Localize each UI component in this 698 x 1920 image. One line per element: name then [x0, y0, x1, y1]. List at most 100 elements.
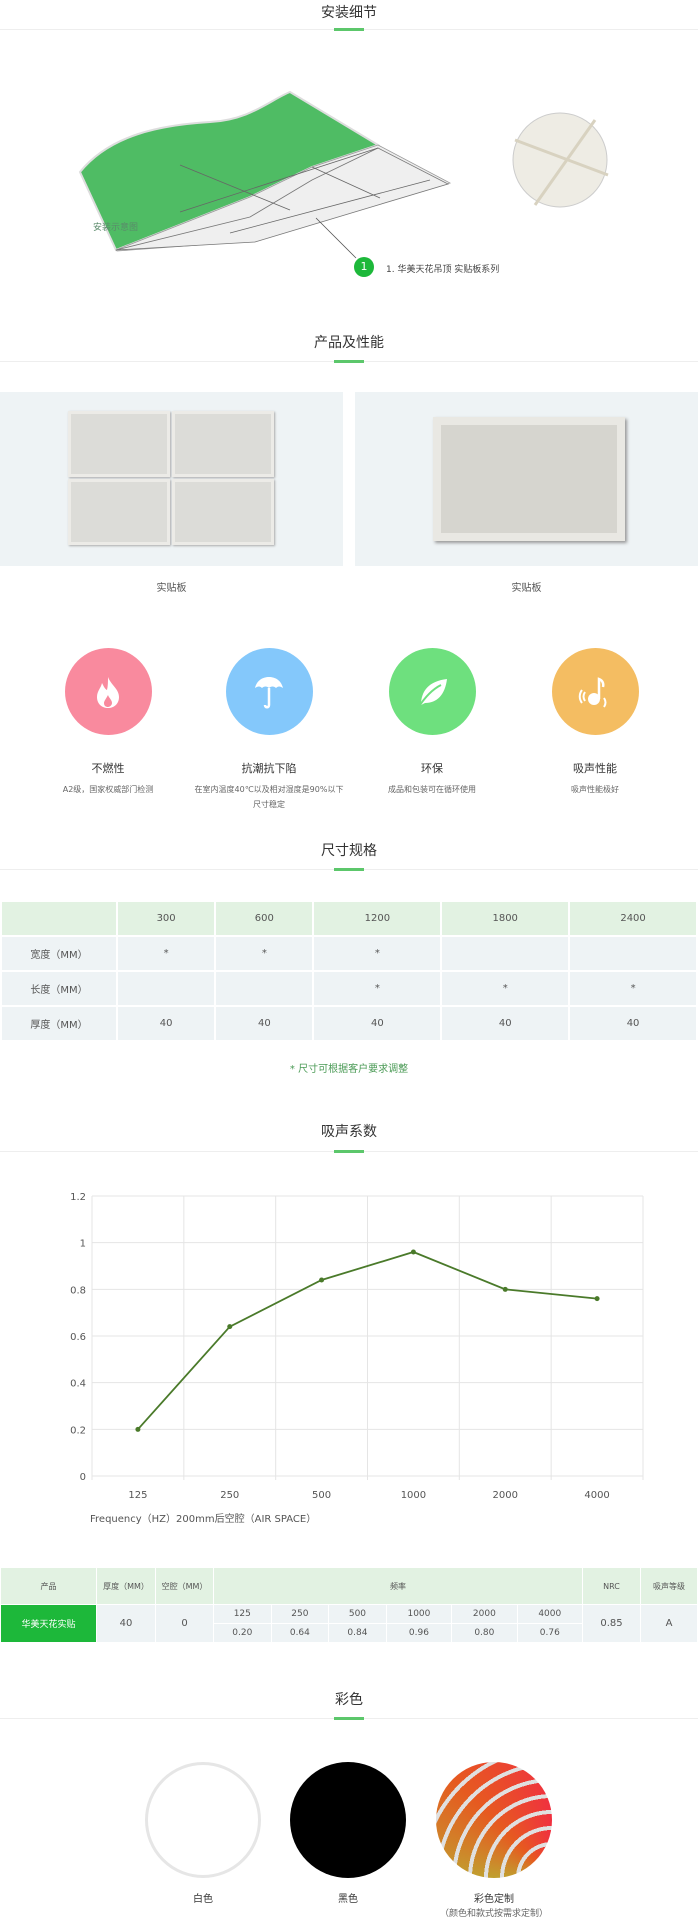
data-point	[135, 1426, 141, 1432]
section-title-products: 产品及性能	[314, 335, 384, 351]
header-frequency: 频率	[213, 1567, 583, 1605]
spec-header-cell: 300	[115, 900, 217, 937]
y-tick-label: 0.4	[70, 1379, 86, 1390]
y-tick-label: 1.2	[70, 1192, 86, 1203]
cell: *	[312, 935, 443, 972]
music-note-icon	[551, 648, 639, 735]
nrc-value: 0.85	[582, 1604, 641, 1643]
installation-diagram	[78, 90, 609, 259]
cell: *	[440, 970, 571, 1007]
feature-desc: A2级，国家权威部门检测	[62, 785, 154, 794]
cell	[214, 970, 315, 1007]
header-thickness: 厚度（MM）	[96, 1567, 156, 1605]
umbrella-icon	[225, 648, 313, 735]
x-tick-label: 4000	[584, 1490, 609, 1501]
row-label: 厚度（MM）	[0, 1005, 118, 1042]
cell	[568, 935, 698, 972]
product-name: 华美天花实贴	[0, 1604, 97, 1643]
callout-text: 1. 华美天花吊顶 实贴板系列	[386, 265, 500, 275]
x-tick-label: 125	[128, 1490, 147, 1501]
table-row: 0.20 0.64 0.84 0.96 0.80 0.76	[1, 1623, 698, 1643]
product-caption: 实贴板	[156, 583, 187, 594]
x-tick-label: 500	[312, 1490, 331, 1501]
header-product: 产品	[0, 1567, 97, 1605]
data-point	[502, 1286, 508, 1292]
acoustic-header-row: 产品 厚度（MM） 空腔（MM） 频率 NRC 吸声等级	[0, 1567, 698, 1605]
coeff-cell: 0.20	[213, 1623, 272, 1643]
table-row: 厚度（MM） 40 40 40 40 40	[0, 1005, 698, 1042]
table-row: 华美天花实贴 40 0 125 250 500 1000 2000 4000 0…	[0, 1604, 698, 1643]
leaf-icon	[388, 648, 476, 735]
title-underline	[334, 360, 364, 363]
header-grade: 吸声等级	[640, 1567, 698, 1605]
spec-header-cell: 1200	[312, 900, 443, 937]
section-title-spec: 尺寸规格	[321, 843, 377, 859]
acoustic-table: 产品 厚度（MM） 空腔（MM） 频率 NRC 吸声等级 华美天花实贴 40 0…	[0, 1567, 698, 1643]
y-tick-label: 0.2	[70, 1425, 86, 1436]
data-point	[319, 1277, 325, 1283]
feature-eco: 环保 成品和包装可在循环使用	[352, 648, 512, 797]
feature-desc: 吸声性能极好	[571, 785, 619, 794]
x-tick-label: 250	[220, 1490, 239, 1501]
table-row: 长度（MM） * * *	[0, 970, 698, 1007]
x-tick-label: 2000	[493, 1490, 518, 1501]
diagram-label: 安装示意图	[93, 223, 139, 233]
cell: 40	[312, 1005, 443, 1042]
feature-title: 吸声性能	[573, 762, 617, 775]
color-label: 彩色定制	[474, 1894, 514, 1905]
chart-x-label: Frequency（HZ）200mm后空腔（AIR SPACE）	[90, 1514, 317, 1525]
color-note: （颜色和款式按需求定制）	[439, 1909, 548, 1919]
header-nrc: NRC	[582, 1567, 641, 1605]
thickness-value: 40	[96, 1604, 156, 1643]
feature-nonflammable: 不燃性 A2级，国家权威部门检测	[28, 648, 188, 797]
coeff-cell: 0.84	[328, 1623, 387, 1643]
feature-desc-line: 在室内温度40℃以及相对湿度是90%以下	[194, 785, 344, 794]
spec-table: 300 600 1200 1800 2400 宽度（MM） * * * 长度（MM） *…	[0, 900, 698, 1042]
table-row: 宽度（MM） * * *	[0, 935, 698, 972]
absorption-chart: 0 0.2 0.4 0.6 0.8 1 1.2 125 250 500 1000 2000 4000	[70, 1192, 644, 1501]
data-point	[227, 1324, 233, 1330]
freq-cell: 4000	[516, 1604, 584, 1624]
coeff-cell: 0.64	[270, 1623, 330, 1643]
coeff-cell: 0.76	[516, 1623, 584, 1643]
freq-cell: 250	[270, 1604, 330, 1624]
y-tick-label: 0.8	[70, 1285, 86, 1296]
coeff-cell: 0.96	[385, 1623, 453, 1643]
cell: 40	[115, 1005, 217, 1042]
white-swatch	[145, 1762, 261, 1878]
cell: *	[568, 970, 698, 1007]
custom-color-swatch	[436, 1762, 552, 1878]
data-point	[410, 1249, 416, 1255]
product-image-2	[355, 392, 698, 566]
feature-desc: 成品和包装可在循环使用	[388, 785, 476, 794]
series-line	[137, 1251, 598, 1430]
cavity-value: 0	[155, 1604, 214, 1643]
row-label: 宽度（MM）	[0, 935, 118, 972]
y-tick-label: 1	[80, 1239, 86, 1250]
title-underline	[334, 1717, 364, 1720]
data-point	[594, 1296, 600, 1302]
product-caption: 实贴板	[511, 583, 542, 594]
y-tick-label: 0	[80, 1472, 86, 1483]
feature-desc-line: 尺寸稳定	[253, 800, 285, 809]
title-underline	[334, 868, 364, 871]
cell: *	[214, 935, 315, 972]
title-underline	[334, 28, 364, 31]
spec-header-cell	[0, 900, 118, 937]
black-swatch	[290, 1762, 406, 1878]
coeff-cell: 0.80	[451, 1623, 518, 1643]
cell: 40	[214, 1005, 315, 1042]
spec-header-cell: 600	[214, 900, 315, 937]
cell: *	[115, 935, 217, 972]
grade-value: A	[640, 1604, 698, 1643]
header-cavity: 空腔（MM）	[155, 1567, 214, 1605]
cell	[440, 935, 571, 972]
section-title-colors: 彩色	[335, 1692, 363, 1708]
freq-cell: 125	[213, 1604, 272, 1624]
color-label: 黑色	[338, 1894, 358, 1905]
feature-title: 抗潮抗下陷	[241, 762, 297, 775]
spec-header-row: 300 600 1200 1800 2400	[0, 900, 698, 937]
freq-cell: 2000	[451, 1604, 518, 1624]
freq-cell: 1000	[385, 1604, 453, 1624]
spec-header-cell: 2400	[568, 900, 698, 937]
